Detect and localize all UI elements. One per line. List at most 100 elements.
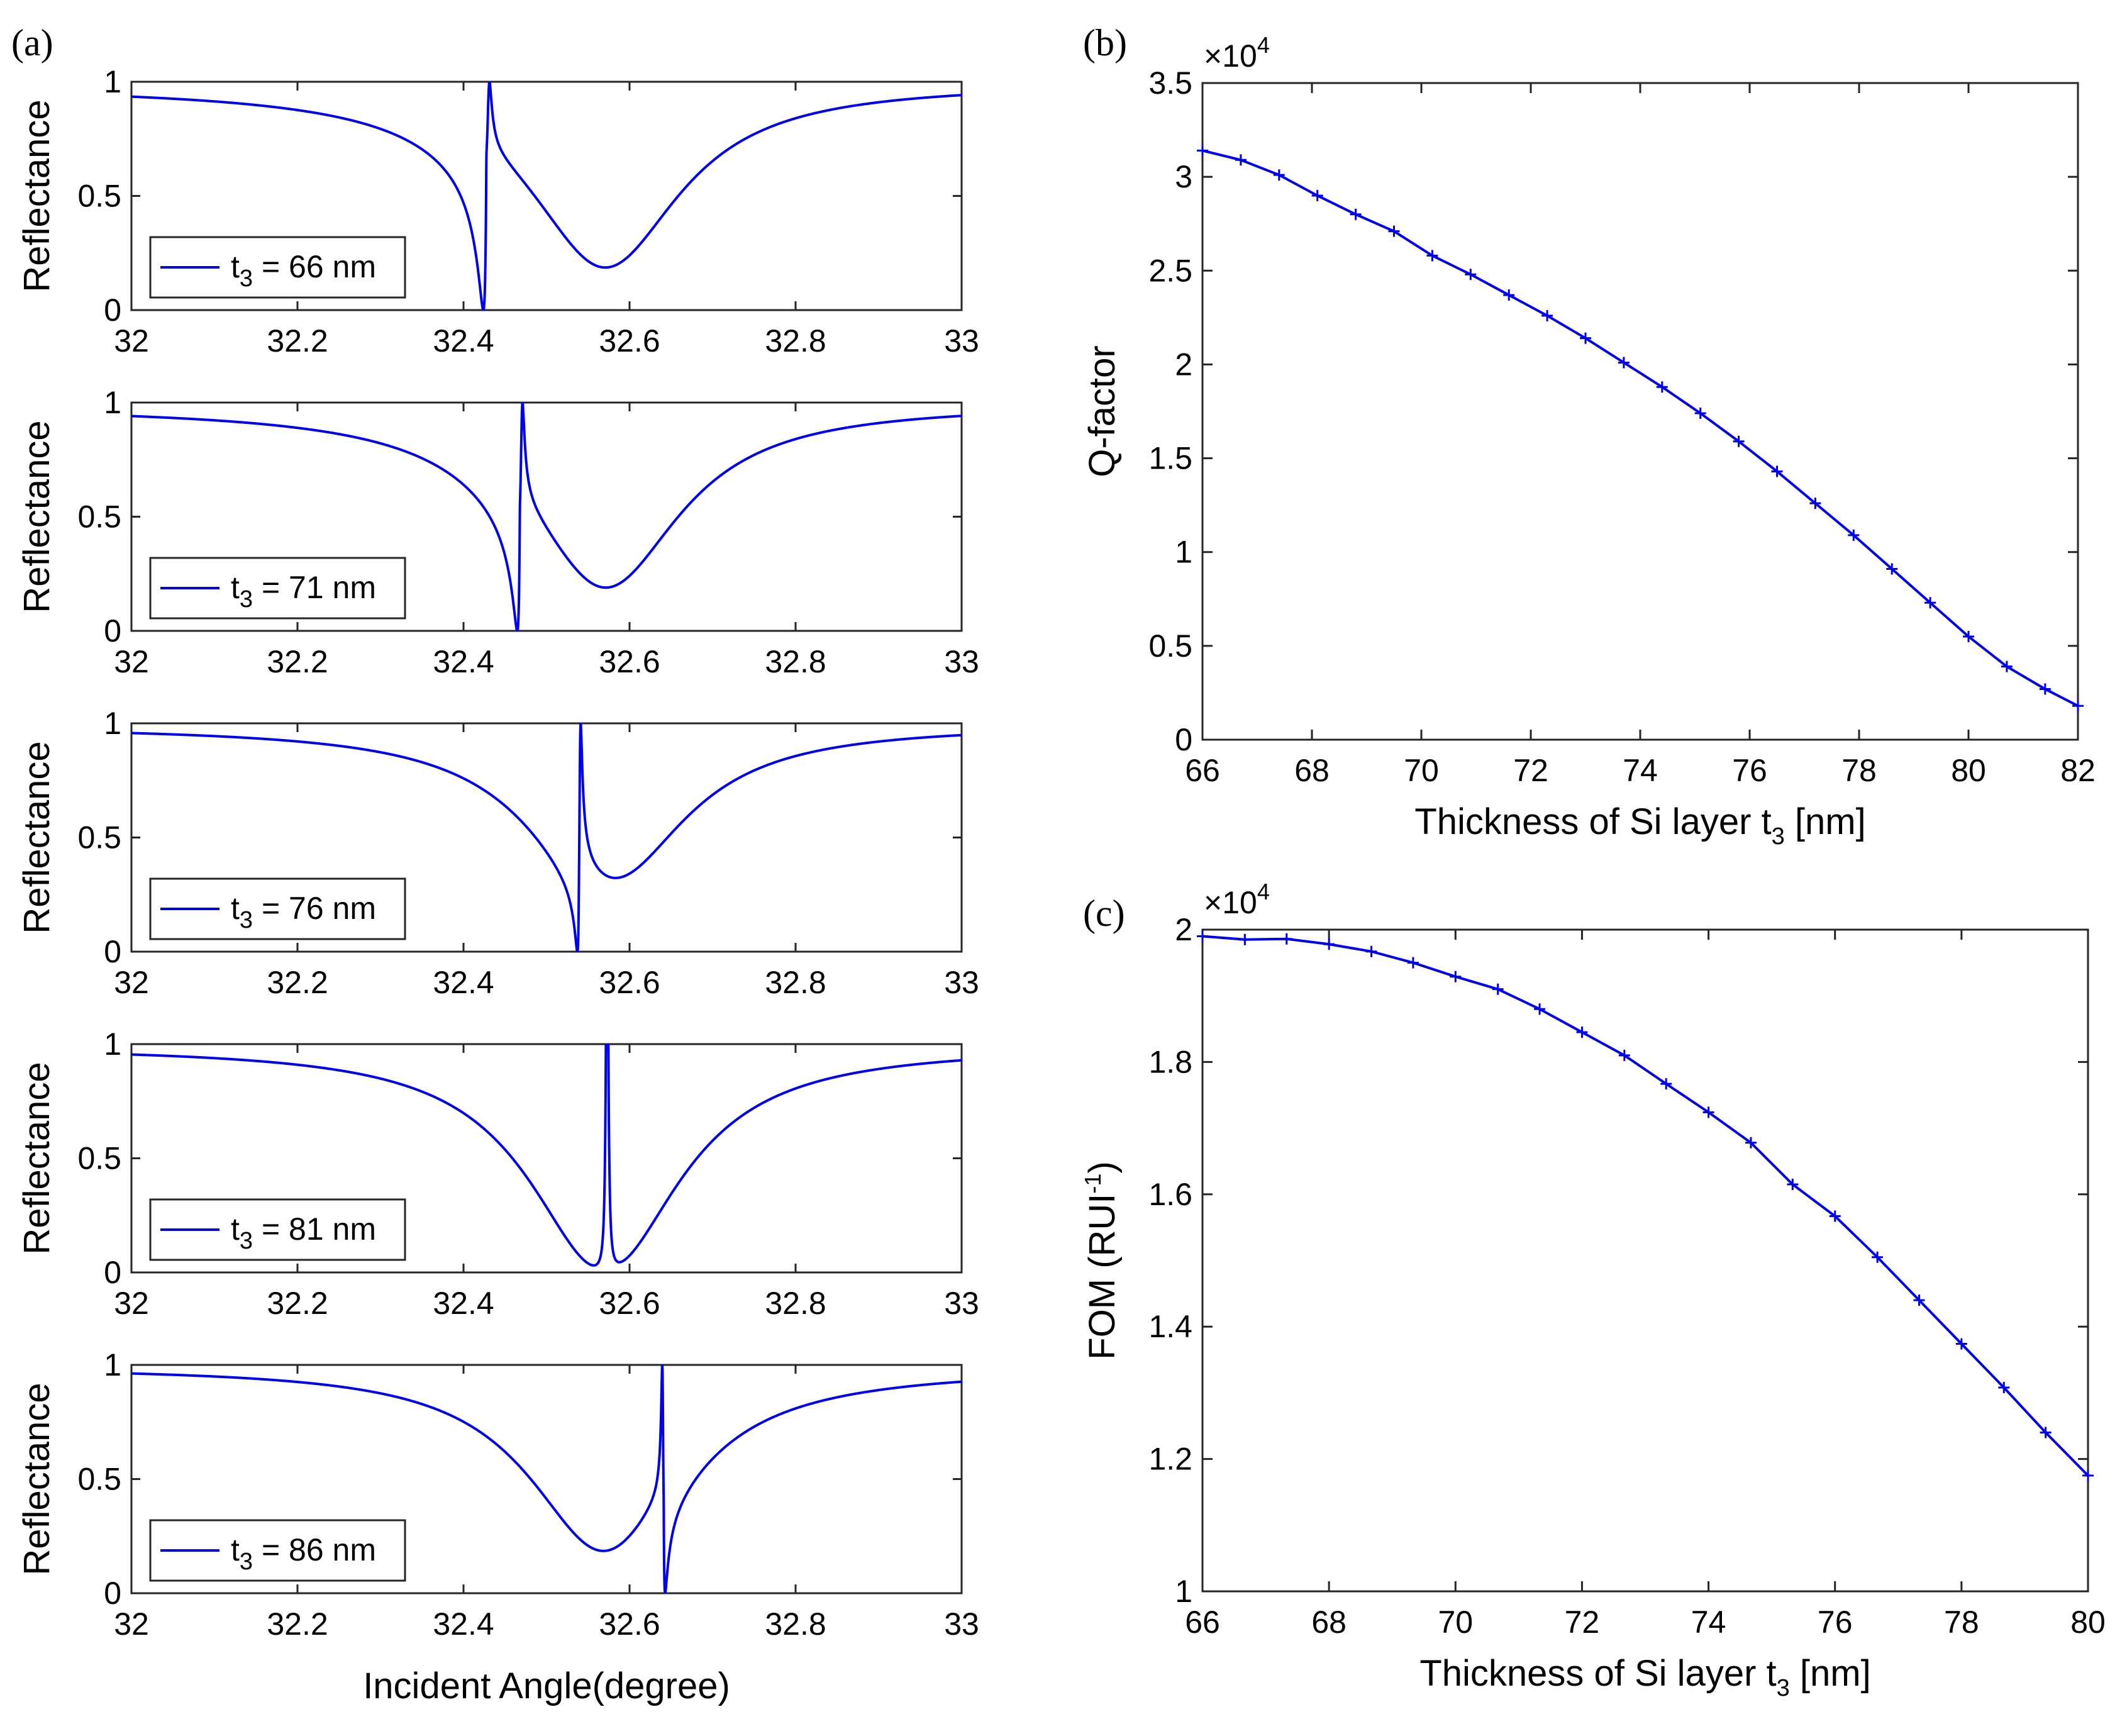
panel-a-sub3-y-tick-label: 0.5 xyxy=(77,820,121,855)
panel-c-y-tick-label: 1.6 xyxy=(1148,1177,1192,1212)
panel-a-sub5-x-tick-label: 32 xyxy=(114,1606,149,1642)
panel-a-sub4-y-axis-label: Reflectance xyxy=(16,1062,57,1254)
panel-a-sub2-x-tick-label: 32.8 xyxy=(765,644,826,679)
panel-a-sub4-legend-label: t3 = 81 nm xyxy=(231,1211,376,1254)
panel-a-sub4-x-tick-label: 33 xyxy=(944,1286,979,1321)
panel-c-data-point xyxy=(2082,1469,2094,1481)
panel-a-sub5-y-tick-label: 1 xyxy=(104,1347,121,1383)
panel-b-data-point xyxy=(1963,630,1974,642)
panel-c-y-tick-label: 1.2 xyxy=(1148,1442,1192,1477)
panel-b-multiplier-base: ×10 xyxy=(1204,38,1257,74)
panel-a-sub3-x-tick-label: 32.4 xyxy=(433,965,494,1000)
panel-a-sub1-x-tick-label: 32.4 xyxy=(433,323,494,359)
panel-b-data-point xyxy=(1580,332,1591,344)
panel-c-y-tick-label: 1.8 xyxy=(1148,1044,1192,1079)
panel-a-sub3-reflectance-line xyxy=(131,723,962,952)
panel-c-data-point xyxy=(1407,957,1419,969)
panel-a-sub2-reflectance-line xyxy=(131,403,962,631)
panel-c-data-point xyxy=(1492,983,1504,995)
panel-b-data-point xyxy=(1503,289,1515,301)
panel-b-x-tick-label: 74 xyxy=(1623,753,1658,788)
panel-a-sub1-legend-t: t xyxy=(231,249,240,284)
panel-c-x-tick-label: 80 xyxy=(2070,1605,2106,1640)
panel-b-x-axis-label-sub: 3 xyxy=(1772,823,1785,850)
panel-c-x-axis-label: Thickness of Si layer t3 [nm] xyxy=(1419,1653,1870,1701)
panel-a-sub2-legend-label: t3 = 71 nm xyxy=(231,570,376,613)
panel-a-sub3-x-tick-label: 32 xyxy=(114,965,149,1000)
panel-b-x-tick-label: 68 xyxy=(1294,753,1330,788)
panel-b-data-point xyxy=(1197,145,1208,157)
panel-b-x-axis-label-main: Thickness of Si layer t xyxy=(1414,801,1771,842)
panel-a-sub2-x-tick-label: 33 xyxy=(944,644,979,679)
panel-b-y-tick-label: 3 xyxy=(1175,159,1192,194)
panel-b-label: (b) xyxy=(1083,22,1127,64)
panel-b-y-tick-label: 1.5 xyxy=(1148,441,1192,476)
panel-c-data-point xyxy=(1955,1338,1967,1350)
panel-a-sub3-legend-t: t xyxy=(231,891,240,926)
panel-a-sub1-x-tick-label: 32 xyxy=(114,323,149,359)
panel-c-y-tick-label: 1 xyxy=(1175,1574,1192,1609)
panel-c-multiplier-exp: 4 xyxy=(1257,879,1270,904)
panel-b-data-point xyxy=(1924,597,1936,609)
panel-b-data-point xyxy=(2039,683,2051,695)
panel-a-sub3-x-tick-label: 32.8 xyxy=(765,965,826,1000)
panel-c-label: (c) xyxy=(1083,893,1125,934)
panel-b-data-line xyxy=(1202,149,2079,708)
panel-b-data-point xyxy=(1618,357,1630,369)
panel-c-multiplier: ×104 xyxy=(1204,879,1270,920)
panel-c-data-point xyxy=(1197,930,1208,942)
panel-a-sub3-legend-label: t3 = 76 nm xyxy=(231,891,376,933)
panel-a-sub5-reflectance-line xyxy=(131,1365,962,1593)
panel-b-y-tick-label: 0 xyxy=(1175,722,1192,757)
panel-b-y-tick-label: 0.5 xyxy=(1148,628,1192,664)
panel-b-data-point xyxy=(2072,700,2084,712)
panel-a-sub2-y-tick-label: 0.5 xyxy=(77,499,121,535)
panel-a-sub4-x-tick-label: 32.2 xyxy=(267,1286,328,1321)
panel-b-x-tick-label: 76 xyxy=(1732,753,1767,788)
panel-a-sub3-x-tick-label: 32.2 xyxy=(267,965,328,1000)
panel-a-sub2-x-tick-label: 32.6 xyxy=(599,644,660,679)
panel-c-data-point xyxy=(1998,1381,2010,1393)
panel-c-data-point xyxy=(1618,1049,1630,1061)
panel-a-sub2-x-tick-label: 32 xyxy=(114,644,149,679)
panel-b-x-tick-label: 82 xyxy=(2060,753,2096,788)
panel-a-sub5-x-tick-label: 32.4 xyxy=(433,1606,494,1642)
panel-c-y-axis-label-rest: ) xyxy=(1082,1161,1123,1173)
panel-a-sub2-legend-t: t xyxy=(231,570,240,605)
panel-a-sub3-legend-sub: 3 xyxy=(240,907,253,933)
panel-c-x-tick-label: 76 xyxy=(1818,1605,1853,1640)
panel-a-sub1-x-tick-label: 33 xyxy=(944,323,979,359)
panel-c-data-point xyxy=(1280,933,1292,945)
panel-a-sub1-y-axis-label: Reflectance xyxy=(16,99,57,292)
panel-a-sub1-legend-value: = 66 nm xyxy=(253,249,376,284)
panel-c-data-line xyxy=(1202,935,2089,1477)
panel-a-sub5-x-tick-label: 33 xyxy=(944,1606,979,1642)
panel-a-sub3-y-axis-label: Reflectance xyxy=(16,741,57,933)
panel-a-sub5-legend-label: t3 = 86 nm xyxy=(231,1532,376,1575)
panel-a-x-axis-label: Incident Angle(degree) xyxy=(363,1666,730,1706)
panel-c-x-tick-label: 68 xyxy=(1311,1605,1347,1640)
panel-a-sub2-legend-sub: 3 xyxy=(240,586,253,613)
panel-b-data-point xyxy=(1350,208,1362,220)
panel-a-sub4-y-tick-label: 0.5 xyxy=(77,1141,121,1176)
panel-c-x-tick-label: 74 xyxy=(1691,1605,1726,1640)
panel-b-y-axis-label-main: Q-factor xyxy=(1082,345,1123,477)
panel-c-multiplier-base: ×10 xyxy=(1204,885,1257,920)
panel-b-data-point xyxy=(1541,309,1553,321)
panel-c-data-point xyxy=(1323,938,1335,950)
panel-c-y-tick-label: 1.4 xyxy=(1148,1309,1192,1344)
panel-b-data-point xyxy=(1694,407,1706,419)
panel-c-y-axis-label: FOM (RUI-1) xyxy=(1080,1161,1123,1360)
panel-b-x-tick-label: 72 xyxy=(1513,753,1548,788)
panel-c-x-axis-label-rest: [nm] xyxy=(1790,1653,1871,1694)
panel-b-y-tick-label: 2.5 xyxy=(1148,253,1192,288)
panel-a-sub3-x-tick-label: 32.6 xyxy=(599,965,660,1000)
panel-c-data-point xyxy=(1787,1179,1799,1191)
panel-b-data-point xyxy=(1426,250,1438,262)
panel-a-sub5-y-axis-label: Reflectance xyxy=(16,1383,57,1575)
panel-c-data-point xyxy=(1702,1106,1714,1118)
panel-b-data-point xyxy=(2001,660,2013,672)
panel-a-sub4-legend-t: t xyxy=(231,1211,240,1247)
panel-a-sub5-y-tick-label: 0 xyxy=(104,1576,121,1611)
panel-c-data-point xyxy=(1829,1210,1841,1222)
